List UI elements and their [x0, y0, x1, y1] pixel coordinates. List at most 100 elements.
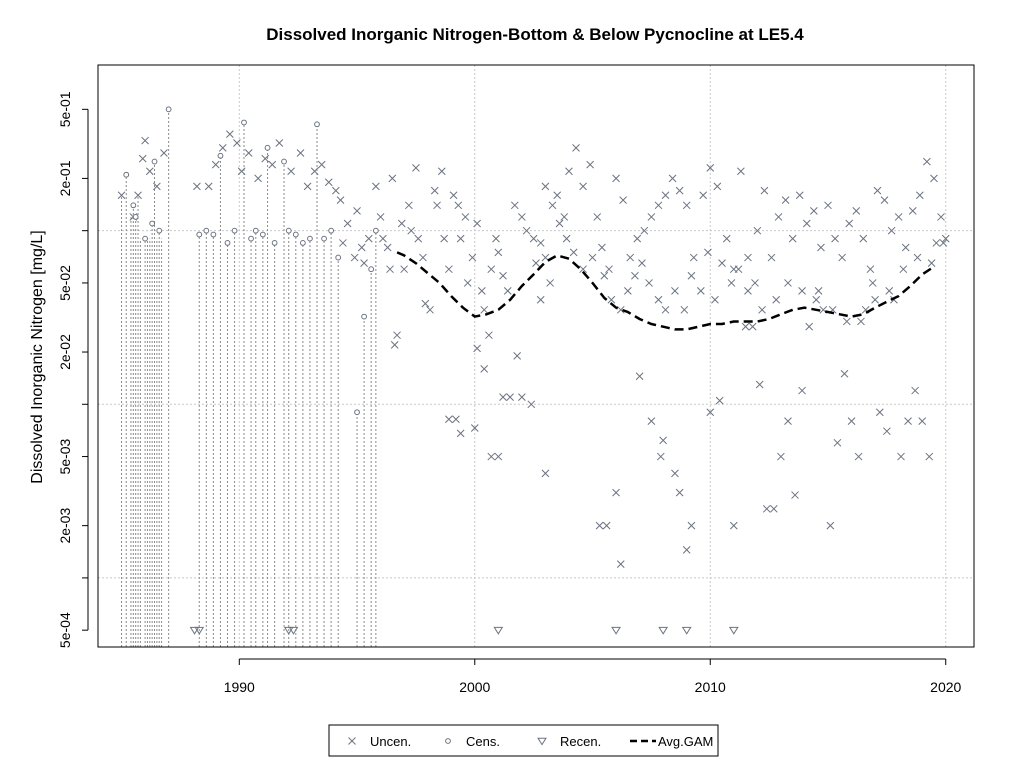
- point-uncensored: [141, 136, 149, 145]
- point-uncensored: [868, 279, 877, 287]
- point-uncensored: [668, 174, 677, 183]
- point-uncensored: [397, 219, 406, 228]
- point-uncensored: [675, 488, 684, 497]
- point-recensored: [611, 626, 621, 635]
- point-uncensored: [386, 265, 394, 274]
- point-uncensored: [445, 415, 453, 424]
- point-censored: [210, 231, 217, 238]
- point-uncensored: [638, 259, 646, 268]
- point-uncensored: [579, 265, 587, 274]
- point-uncensored: [626, 253, 635, 262]
- point-uncensored: [499, 271, 507, 280]
- point-uncensored: [473, 344, 481, 353]
- point-uncensored: [510, 201, 519, 210]
- point-uncensored: [767, 253, 776, 262]
- point-uncensored: [671, 287, 679, 295]
- point-censored: [149, 220, 156, 227]
- point-uncensored: [734, 265, 743, 274]
- point-censored: [285, 227, 292, 234]
- point-uncensored: [727, 279, 736, 287]
- point-uncensored: [360, 259, 368, 268]
- y-tick-label: 2e-01: [57, 160, 73, 196]
- point-uncensored: [193, 182, 201, 191]
- point-uncensored: [760, 186, 769, 195]
- legend-symbol-recensored: [537, 737, 547, 746]
- point-uncensored: [682, 546, 691, 554]
- y-tick-label: 5e-03: [57, 438, 73, 474]
- point-uncensored: [480, 305, 489, 314]
- point-uncensored: [885, 287, 894, 295]
- chart-title: Dissolved Inorganic Nitrogen-Bottom & Be…: [266, 25, 804, 44]
- point-uncensored: [737, 167, 745, 176]
- point-uncensored: [791, 491, 799, 499]
- point-uncensored: [751, 279, 759, 287]
- point-uncensored: [600, 271, 609, 280]
- point-uncensored: [880, 196, 889, 204]
- point-uncensored: [612, 174, 620, 183]
- point-uncensored: [675, 186, 684, 195]
- legend-label: Avg.GAM: [658, 734, 713, 749]
- point-uncensored: [812, 295, 821, 304]
- x-tick-label: 2010: [695, 679, 726, 695]
- point-uncensored: [555, 219, 564, 228]
- point-censored: [307, 235, 313, 242]
- y-tick-label: 2e-03: [57, 508, 73, 544]
- point-censored: [372, 227, 379, 234]
- point-uncensored: [654, 295, 663, 304]
- legend-symbol-uncensored: [348, 737, 356, 745]
- point-uncensored: [904, 417, 912, 425]
- point-uncensored: [781, 196, 790, 204]
- point-uncensored: [899, 265, 908, 274]
- point-uncensored: [918, 417, 927, 425]
- point-uncensored: [795, 191, 804, 200]
- point-censored: [165, 106, 172, 113]
- point-uncensored: [372, 182, 380, 191]
- point-uncensored: [388, 174, 397, 183]
- point-uncensored: [393, 331, 401, 340]
- point-uncensored: [412, 164, 420, 172]
- point-uncensored: [777, 452, 785, 461]
- point-uncensored: [911, 386, 919, 395]
- censor-segments: [121, 109, 377, 647]
- gam-line-layer: [396, 251, 935, 331]
- point-censored: [368, 266, 375, 273]
- point-recensored: [189, 626, 200, 635]
- point-uncensored: [494, 248, 503, 257]
- point-uncensored: [468, 253, 477, 262]
- gam-line: [396, 251, 935, 331]
- point-uncensored: [753, 226, 762, 235]
- point-uncensored: [661, 191, 670, 200]
- point-recensored: [288, 626, 299, 635]
- point-uncensored: [456, 429, 465, 438]
- point-uncensored: [572, 143, 580, 152]
- point-uncensored: [901, 243, 910, 252]
- point-uncensored: [623, 287, 632, 295]
- point-recensored: [283, 626, 294, 635]
- y-tick-label: 5e-02: [57, 265, 73, 301]
- point-uncensored: [562, 234, 571, 243]
- point-censored: [231, 227, 238, 234]
- point-uncensored: [810, 207, 818, 215]
- point-uncensored: [640, 226, 649, 235]
- point-uncensored: [364, 234, 373, 243]
- point-uncensored: [612, 488, 620, 497]
- point-censored: [130, 202, 137, 209]
- point-uncensored: [798, 287, 806, 295]
- point-uncensored: [711, 295, 719, 304]
- point-censored: [241, 119, 247, 126]
- point-uncensored: [671, 469, 679, 478]
- point-censored: [354, 409, 360, 416]
- point-uncensored: [744, 287, 752, 295]
- point-uncensored: [826, 521, 835, 530]
- point-uncensored: [824, 201, 832, 210]
- point-uncensored: [631, 271, 639, 280]
- point-uncensored: [831, 234, 839, 243]
- point-uncensored: [487, 265, 496, 274]
- point-uncensored: [932, 239, 941, 247]
- point-uncensored: [755, 380, 764, 389]
- point-uncensored: [536, 239, 545, 247]
- point-uncensored: [268, 160, 277, 169]
- point-censored: [252, 227, 259, 234]
- point-uncensored: [379, 234, 387, 243]
- point-uncensored: [925, 452, 934, 461]
